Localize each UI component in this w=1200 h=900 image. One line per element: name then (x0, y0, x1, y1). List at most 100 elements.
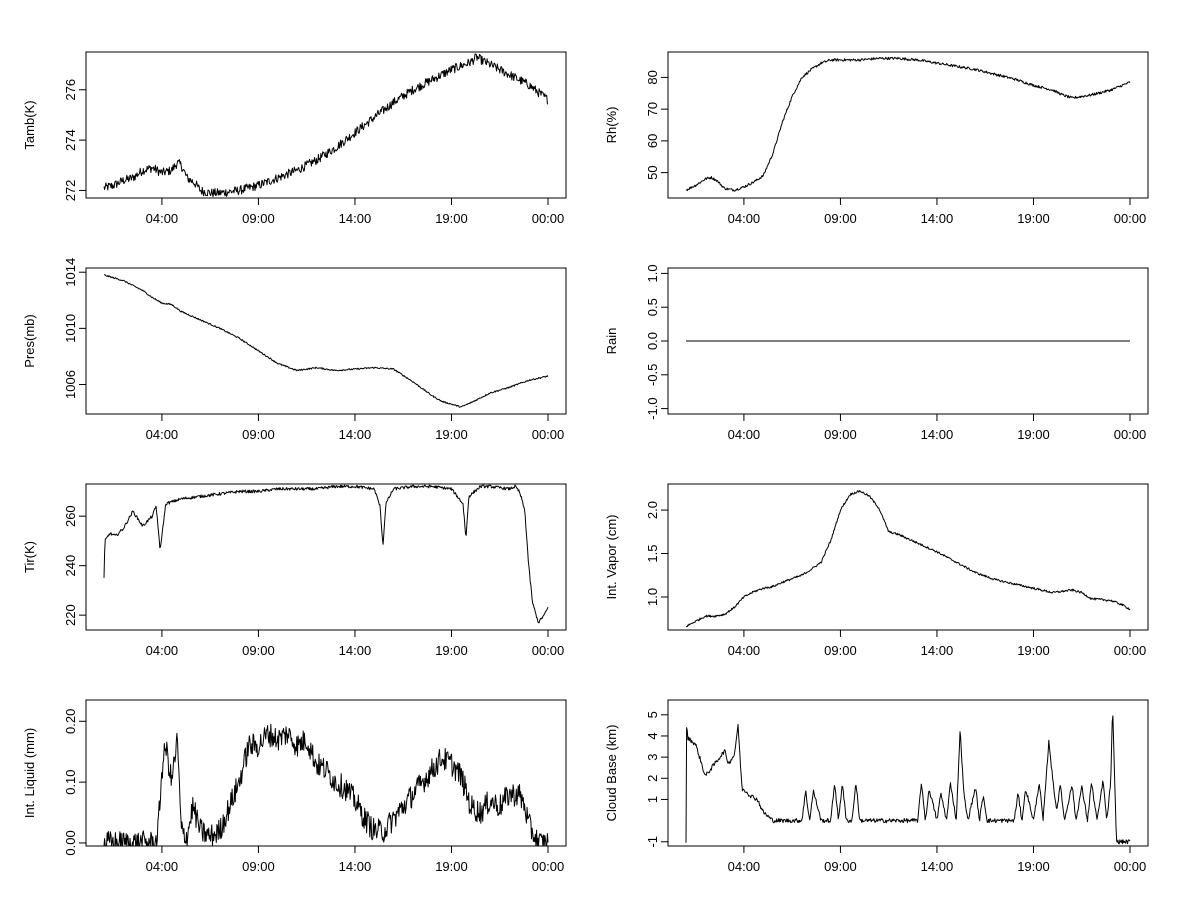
y-axis-label: Pres(mb) (22, 314, 37, 367)
x-tick-label: 14:00 (339, 859, 372, 874)
x-tick-label: 09:00 (242, 859, 275, 874)
y-tick-label: 60 (645, 134, 660, 148)
y-tick-label: 0.5 (645, 298, 660, 316)
x-tick-label: 09:00 (242, 211, 275, 226)
x-tick-label: 04:00 (146, 859, 179, 874)
x-tick-label: 14:00 (339, 211, 372, 226)
y-tick-label: 0.10 (63, 769, 78, 794)
plot-frame (667, 699, 1149, 847)
x-tick-label: 04:00 (728, 211, 761, 226)
y-tick-label: 260 (63, 505, 78, 527)
x-tick-label: 00:00 (532, 211, 565, 226)
y-tick-label: -0.5 (645, 364, 660, 386)
x-tick-label: 09:00 (824, 211, 857, 226)
x-tick-label: 09:00 (242, 643, 275, 658)
y-tick-label: 80 (645, 70, 660, 84)
plot-frame (667, 483, 1149, 631)
x-tick-label: 04:00 (146, 211, 179, 226)
y-tick-label: 1.5 (645, 544, 660, 562)
series-line (103, 723, 549, 847)
y-tick-label: 70 (645, 102, 660, 116)
x-tick-label: 00:00 (1114, 427, 1147, 442)
x-tick-label: 04:00 (728, 427, 761, 442)
y-tick-label: 0.00 (63, 830, 78, 855)
y-tick-label: 272 (63, 180, 78, 202)
y-axis-label: Rain (604, 328, 619, 355)
panel-3: 04:00 09:00 14:00 19:00 00:00 1006 1010 1014 Pre… (22, 258, 567, 442)
x-tick-label: 00:00 (1114, 859, 1147, 874)
y-axis-label: Rh(%) (604, 107, 619, 144)
x-tick-label: 09:00 (824, 643, 857, 658)
x-tick-label: 00:00 (1114, 643, 1147, 658)
plot-frame (85, 51, 567, 199)
y-tick-label: 0.0 (645, 332, 660, 350)
x-tick-label: 09:00 (824, 427, 857, 442)
y-tick-label: 4 (645, 732, 660, 739)
y-tick-label: 1.0 (645, 264, 660, 282)
y-axis-label: Cloud Base (km) (604, 725, 619, 822)
y-tick-label: 1.0 (645, 588, 660, 606)
series-line (685, 490, 1131, 628)
x-tick-label: 04:00 (146, 427, 179, 442)
y-tick-label: 1014 (63, 258, 78, 287)
series-line (685, 715, 1131, 845)
y-axis-label: Tir(K) (22, 541, 37, 573)
panel-8: 04:00 09:00 14:00 19:00 00:00 -1 1 2 3 4 5 Cloud Ba… (604, 699, 1149, 874)
y-tick-label: 5 (645, 711, 660, 718)
y-tick-label: 276 (63, 79, 78, 101)
y-tick-label: 3 (645, 754, 660, 761)
x-tick-label: 19:00 (435, 643, 468, 658)
y-tick-label: -1.0 (645, 397, 660, 419)
x-tick-label: 19:00 (1017, 859, 1050, 874)
y-axis-label: Int. Vapor (cm) (604, 514, 619, 599)
y-tick-label: 0.20 (63, 709, 78, 734)
panel-2: 04:00 09:00 14:00 19:00 00:00 50 60 70 80 Rh(%) (604, 51, 1149, 226)
y-tick-label: 50 (645, 165, 660, 179)
x-tick-label: 14:00 (921, 859, 954, 874)
x-tick-label: 14:00 (339, 643, 372, 658)
series-line (103, 484, 549, 624)
x-tick-label: 19:00 (1017, 211, 1050, 226)
plot-frame (85, 483, 567, 631)
x-tick-label: 00:00 (532, 643, 565, 658)
x-tick-label: 19:00 (435, 859, 468, 874)
panel-7: 04:00 09:00 14:00 19:00 00:00 0.00 0.10 0.20 Int… (22, 699, 567, 874)
y-tick-label: 2.0 (645, 501, 660, 519)
x-tick-label: 14:00 (921, 643, 954, 658)
plot-frame (85, 699, 567, 847)
panel-1: 04:00 09:00 14:00 19:00 00:00 272 274 276 Tamb(K… (22, 51, 567, 226)
y-tick-label: 220 (63, 604, 78, 626)
y-tick-label: 1 (645, 796, 660, 803)
y-tick-label: 2 (645, 775, 660, 782)
x-tick-label: 09:00 (824, 859, 857, 874)
x-tick-label: 19:00 (435, 427, 468, 442)
y-tick-label: -1 (645, 836, 660, 848)
x-tick-label: 14:00 (921, 211, 954, 226)
x-tick-label: 14:00 (339, 427, 372, 442)
panel-4: 04:00 09:00 14:00 19:00 00:00 -1.0 -0.5 0.0 0.5 1… (604, 264, 1149, 442)
series-line (103, 53, 549, 198)
y-tick-label: 1010 (63, 314, 78, 343)
x-tick-label: 04:00 (728, 643, 761, 658)
y-tick-label: 240 (63, 555, 78, 577)
x-tick-label: 19:00 (435, 211, 468, 226)
x-tick-label: 04:00 (728, 859, 761, 874)
x-tick-label: 19:00 (1017, 427, 1050, 442)
x-tick-label: 14:00 (921, 427, 954, 442)
x-tick-label: 00:00 (532, 427, 565, 442)
y-tick-label: 1006 (63, 370, 78, 399)
series-line (685, 56, 1131, 192)
plot-frame (85, 267, 567, 415)
x-tick-label: 19:00 (1017, 643, 1050, 658)
y-axis-label: Tamb(K) (22, 100, 37, 149)
x-tick-label: 00:00 (532, 859, 565, 874)
series-line (103, 274, 549, 408)
x-tick-label: 04:00 (146, 643, 179, 658)
panel-5: 04:00 09:00 14:00 19:00 00:00 220 240 260 Tir(K) (22, 483, 567, 658)
x-tick-label: 00:00 (1114, 211, 1147, 226)
x-tick-label: 09:00 (242, 427, 275, 442)
y-axis-label: Int. Liquid (mm) (22, 728, 37, 818)
plot-frame (667, 51, 1149, 199)
y-tick-label: 274 (63, 129, 78, 151)
